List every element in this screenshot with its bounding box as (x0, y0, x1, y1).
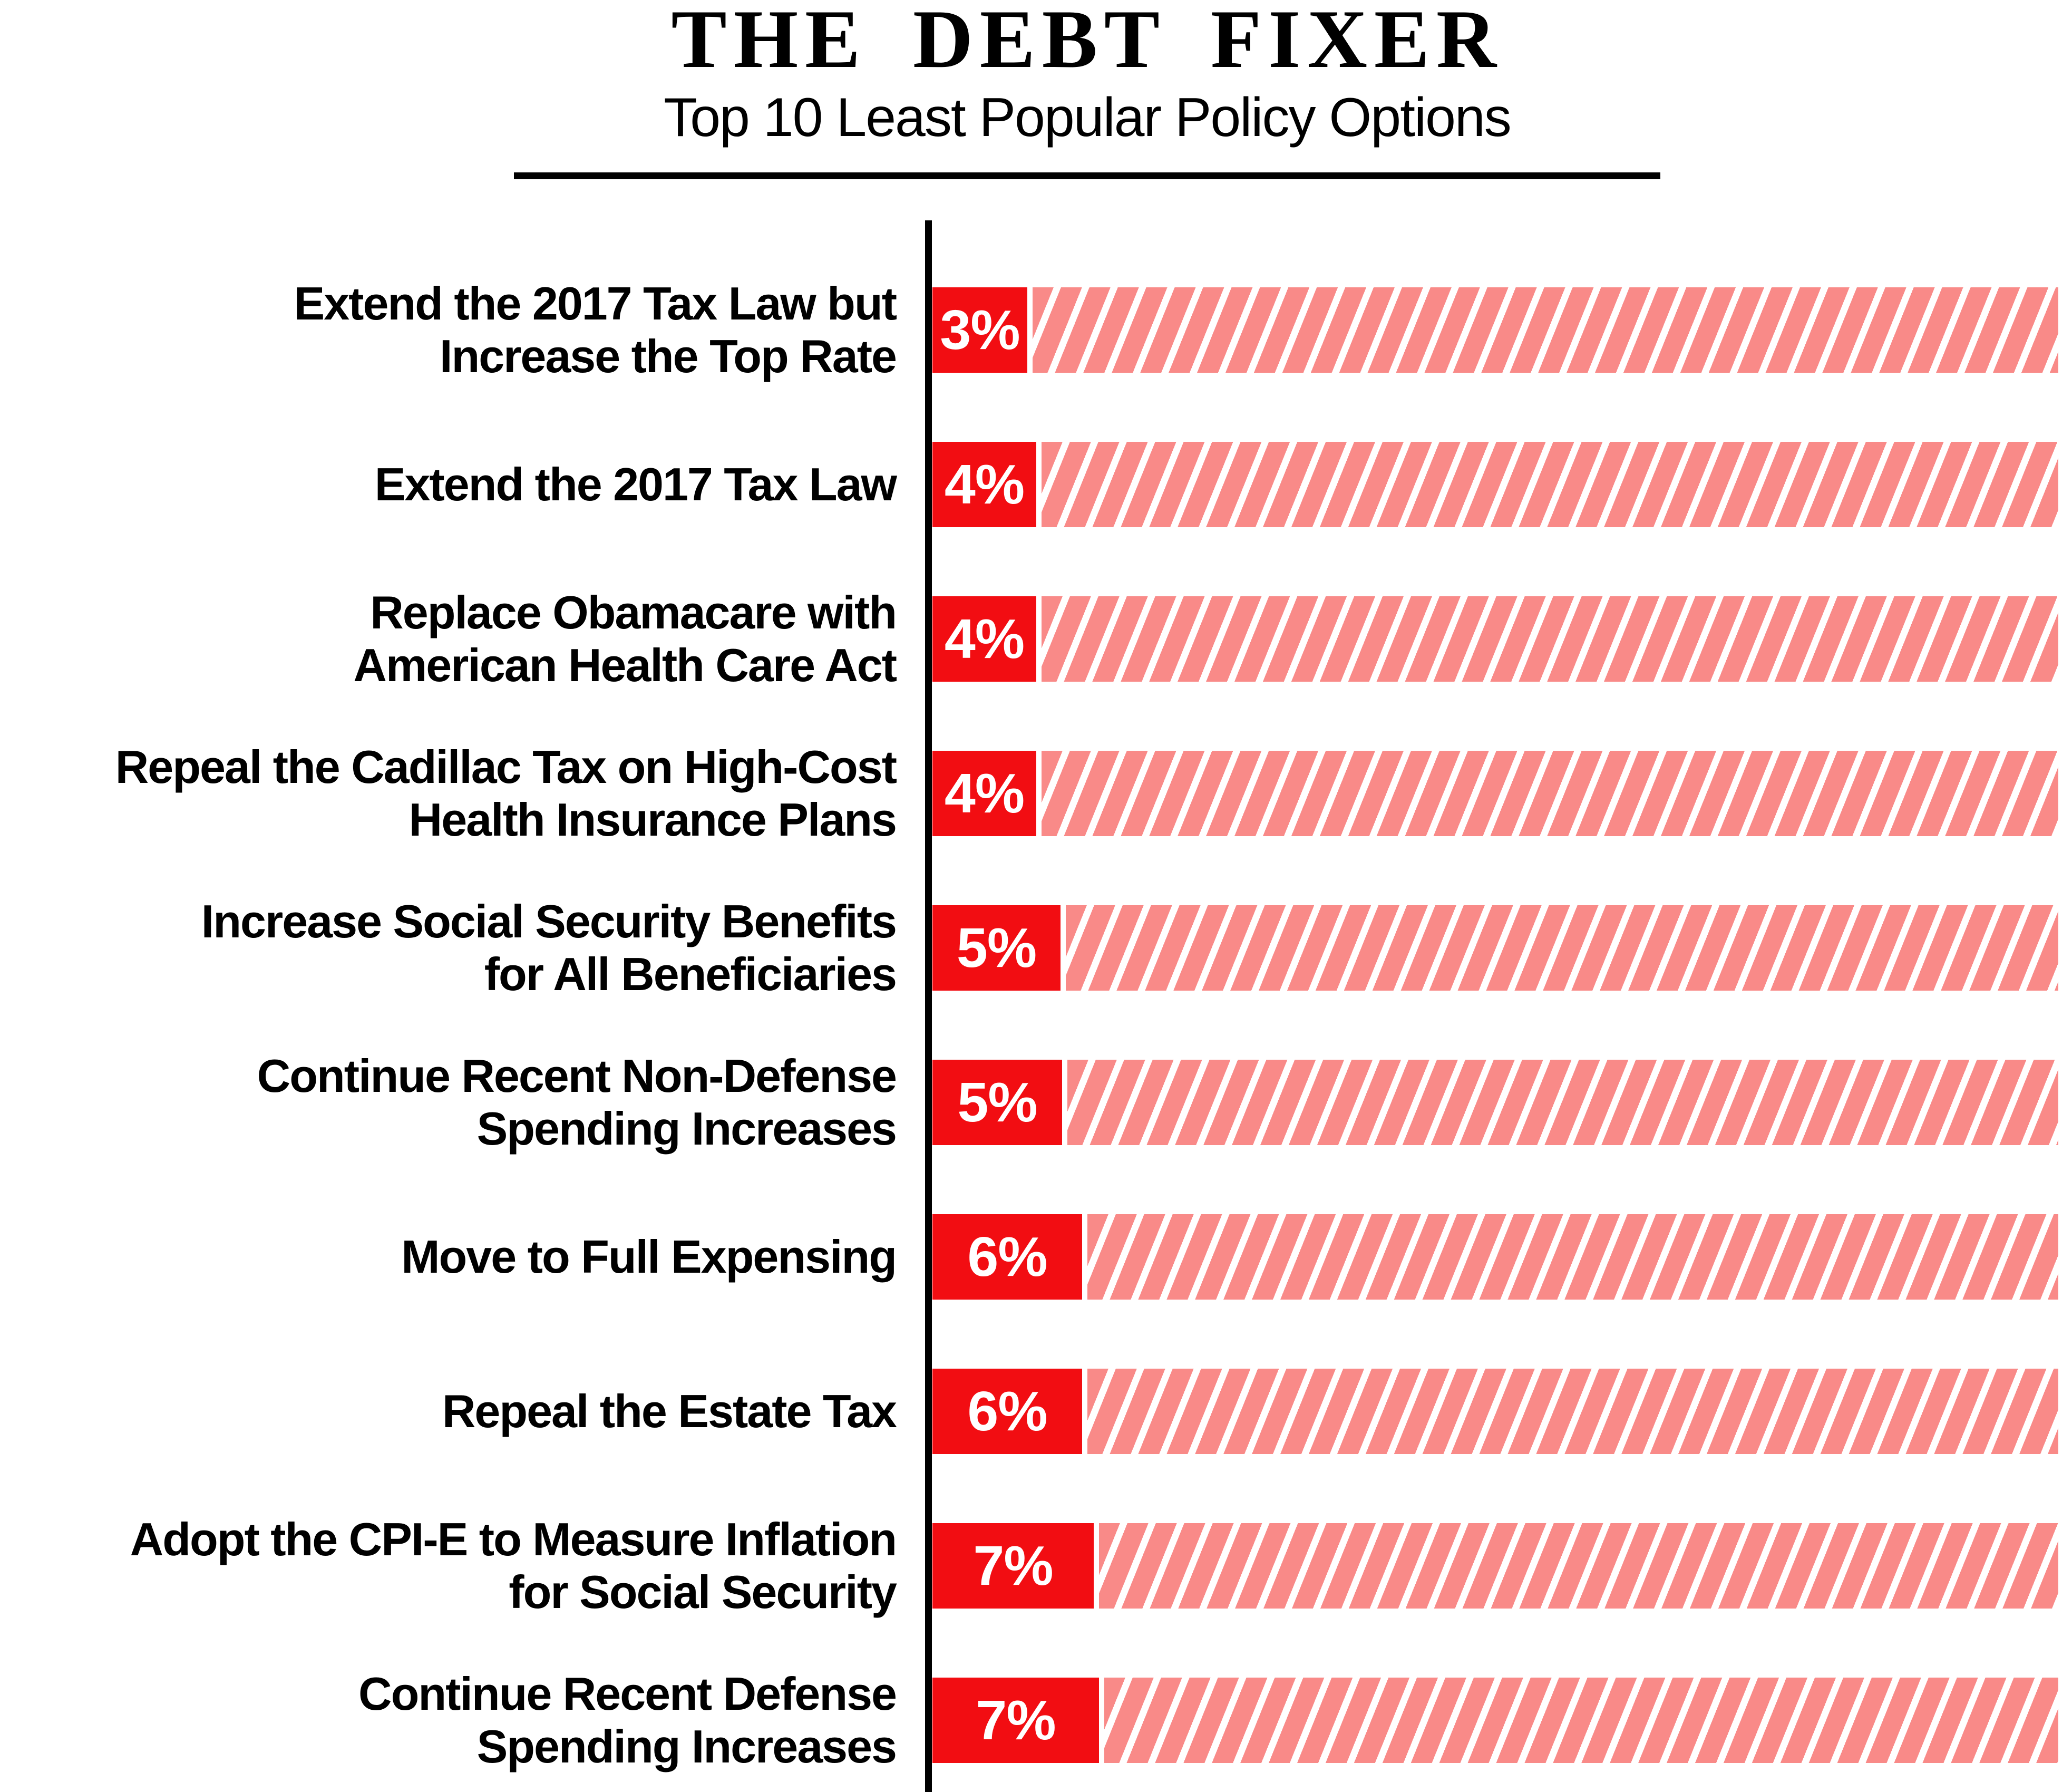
category-label-line: Spending Increases (476, 1720, 897, 1772)
category-label: Increase Social Security Benefits for Al… (21, 895, 897, 1001)
bar-solid: 6% (932, 1214, 1082, 1300)
bar-value-label: 5% (956, 916, 1037, 979)
bar-hatch-remainder (1087, 1214, 2058, 1300)
bar-value-label: 6% (967, 1225, 1047, 1288)
category-label-line: for Social Security (509, 1566, 897, 1618)
chart-row-replace-obamacare: Replace Obamacare with American Health C… (0, 586, 2072, 691)
bar-solid: 5% (932, 1060, 1062, 1145)
category-label: Continue Recent Non-Defense Spending Inc… (21, 1050, 897, 1155)
chart-row-repeal-estate-tax: Repeal the Estate Tax 6% (0, 1369, 2072, 1454)
chart-row-extend-2017-tax-law-top-rate: Extend the 2017 Tax Law but Increase the… (0, 277, 2072, 382)
bar-hatch-remainder (1042, 751, 2058, 836)
chart-row-move-to-full-expensing: Move to Full Expensing 6% (0, 1214, 2072, 1300)
category-label: Repeal the Estate Tax (21, 1385, 897, 1438)
chart-row-repeal-cadillac-tax: Repeal the Cadillac Tax on High-Cost Hea… (0, 741, 2072, 846)
title-underline-rule (514, 172, 1660, 179)
bar-value-label: 5% (957, 1071, 1037, 1134)
bar-hatch-remainder (1087, 1369, 2058, 1454)
bar-hatch-remainder (1067, 1060, 2058, 1145)
category-label-line: Continue Recent Defense (358, 1668, 897, 1720)
bar-solid: 7% (932, 1678, 1099, 1763)
bar-value-label: 3% (940, 298, 1020, 361)
category-label: Extend the 2017 Tax Law (21, 458, 897, 511)
category-label-line: Adopt the CPI-E to Measure Inflation (130, 1513, 897, 1565)
category-label-line: Extend the 2017 Tax Law but (294, 277, 897, 330)
bar-solid: 5% (932, 905, 1061, 991)
bar-solid: 4% (932, 442, 1036, 527)
category-label-line: Repeal the Estate Tax (442, 1385, 897, 1437)
bar-solid: 6% (932, 1369, 1082, 1454)
category-label-line: Increase the Top Rate (440, 330, 897, 382)
header: THE DEBT FIXER Top 10 Least Popular Poli… (514, 0, 1660, 149)
category-label-line: Repeal the Cadillac Tax on High-Cost (115, 741, 897, 793)
page-subtitle: Top 10 Least Popular Policy Options (664, 87, 1512, 148)
chart-row-extend-2017-tax-law: Extend the 2017 Tax Law 4% (0, 442, 2072, 527)
category-label-line: for All Beneficiaries (484, 948, 897, 1000)
bar-hatch-remainder (1099, 1523, 2058, 1609)
category-label: Repeal the Cadillac Tax on High-Cost Hea… (21, 741, 897, 846)
bar-value-label: 4% (944, 607, 1025, 670)
bar-value-label: 7% (973, 1534, 1053, 1597)
bar-value-label: 4% (944, 762, 1025, 825)
chart-row-adopt-cpi-e: Adopt the CPI-E to Measure Inflation for… (0, 1513, 2072, 1618)
category-label: Move to Full Expensing (21, 1231, 897, 1283)
chart-row-continue-defense-spending: Continue Recent Defense Spending Increas… (0, 1668, 2072, 1772)
bar-hatch-remainder (1042, 596, 2058, 682)
bar-solid: 4% (932, 596, 1036, 682)
category-label-line: Health Insurance Plans (408, 793, 897, 846)
category-label-line: Replace Obamacare with (370, 586, 897, 638)
category-label: Replace Obamacare with American Health C… (21, 586, 897, 692)
chart-row-continue-non-defense-spending: Continue Recent Non-Defense Spending Inc… (0, 1050, 2072, 1155)
category-label-line: Spending Increases (476, 1102, 897, 1155)
bar-hatch-remainder (1104, 1678, 2058, 1763)
category-label-line: Increase Social Security Benefits (201, 895, 897, 947)
chart-row-increase-social-security-benefits: Increase Social Security Benefits for Al… (0, 895, 2072, 1000)
bar-solid: 4% (932, 751, 1036, 836)
category-label: Extend the 2017 Tax Law but Increase the… (21, 277, 897, 383)
category-label: Adopt the CPI-E to Measure Inflation for… (21, 1513, 897, 1619)
category-label-line: Move to Full Expensing (401, 1231, 897, 1283)
bar-value-label: 6% (967, 1380, 1047, 1442)
category-axis-line (925, 220, 932, 1792)
bar-hatch-remainder (1033, 287, 2058, 373)
bar-value-label: 4% (944, 453, 1025, 516)
category-label-line: Continue Recent Non-Defense (257, 1050, 897, 1102)
bar-value-label: 7% (976, 1689, 1056, 1751)
bar-solid: 7% (932, 1523, 1094, 1609)
page-title: THE DEBT FIXER (671, 0, 1503, 85)
bar-solid: 3% (932, 287, 1027, 373)
bar-hatch-remainder (1066, 905, 2058, 991)
category-label-line: American Health Care Act (353, 639, 897, 691)
category-label: Continue Recent Defense Spending Increas… (21, 1668, 897, 1773)
bar-hatch-remainder (1042, 442, 2058, 527)
category-label-line: Extend the 2017 Tax Law (374, 458, 897, 510)
